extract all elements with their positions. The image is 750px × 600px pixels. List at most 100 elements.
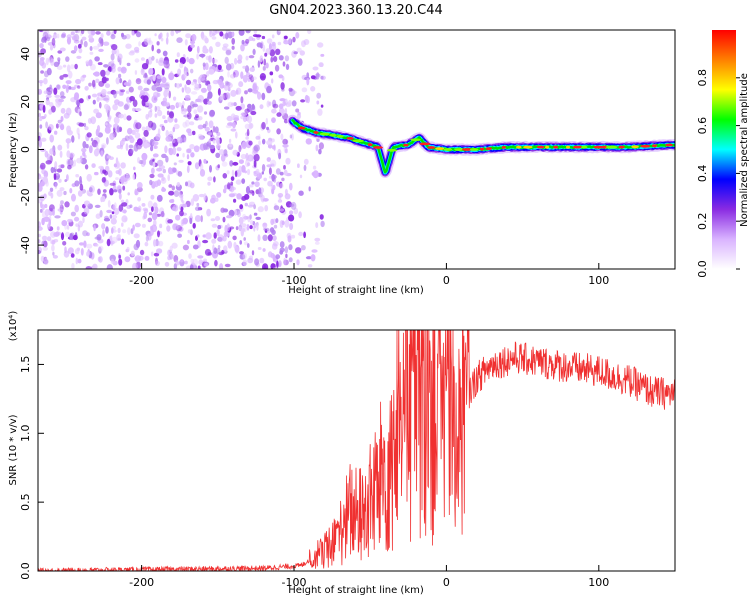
noise-blob (66, 150, 71, 158)
noise-blob (197, 265, 201, 269)
noise-blob (170, 30, 175, 37)
noise-blob (278, 103, 284, 109)
noise-blob (230, 128, 237, 132)
noise-blob (211, 36, 217, 40)
noise-blob (296, 113, 302, 120)
noise-blob (43, 258, 49, 266)
noise-blob (212, 57, 215, 64)
noise-blob (241, 178, 246, 184)
noise-blob (45, 121, 48, 129)
noise-blob (303, 158, 309, 165)
noise-blob (113, 30, 117, 35)
noise-blob (100, 195, 106, 202)
noise-blob (237, 210, 241, 218)
noise-blob (189, 144, 195, 150)
noise-blob (212, 139, 216, 144)
noise-blob (176, 153, 179, 157)
signal-hotspot (427, 146, 436, 149)
noise-blob (188, 253, 192, 259)
noise-blob (81, 36, 87, 41)
noise-blob (54, 130, 58, 135)
signal-hotspot (618, 145, 625, 149)
noise-blob (233, 241, 237, 249)
noise-blob (203, 111, 208, 115)
noise-blob (55, 84, 61, 90)
noise-blob (174, 30, 182, 33)
noise-blob (141, 126, 146, 131)
noise-blob (221, 161, 228, 167)
noise-blob (144, 255, 150, 261)
noise-blob (157, 230, 160, 238)
noise-blob (134, 207, 141, 212)
noise-blob (190, 44, 196, 48)
noise-blob (40, 70, 44, 74)
noise-blob (191, 91, 198, 95)
signal-hotspot (479, 147, 485, 151)
noise-blob (191, 130, 196, 136)
noise-blob (65, 56, 70, 62)
noise-blob (244, 108, 250, 114)
noise-blob (159, 57, 164, 63)
noise-blob (278, 195, 282, 200)
noise-blob (312, 66, 319, 71)
noise-blob (182, 100, 185, 107)
noise-blob (78, 122, 85, 127)
noise-blob (106, 238, 111, 247)
noise-blob (58, 122, 64, 128)
noise-blob (97, 43, 103, 47)
noise-blob (232, 121, 236, 129)
noise-blob (66, 174, 69, 182)
noise-blob (151, 212, 158, 221)
noise-blob (161, 153, 167, 159)
noise-blob (192, 194, 200, 202)
noise-blob (168, 184, 173, 188)
noise-blob (62, 74, 69, 78)
noise-blob (43, 77, 48, 85)
noise-blob (168, 130, 174, 137)
noise-blob (231, 45, 235, 50)
noise-blob (132, 99, 138, 107)
noise-blob (172, 204, 179, 212)
noise-blob (70, 211, 76, 217)
noise-blob (106, 264, 113, 269)
noise-blob (248, 184, 254, 188)
noise-blob (105, 226, 109, 234)
noise-blob (95, 213, 101, 219)
noise-blob (273, 205, 280, 211)
noise-blob (280, 133, 284, 141)
noise-blob (242, 259, 248, 267)
noise-blob (311, 249, 318, 253)
noise-blob (277, 199, 283, 203)
noise-blob (132, 262, 138, 269)
noise-blob (235, 105, 242, 111)
noise-blob (120, 162, 126, 169)
noise-blob (106, 30, 111, 36)
noise-blob (166, 66, 170, 70)
noise-blob (156, 167, 163, 172)
noise-blob (176, 52, 180, 58)
noise-blob (120, 89, 126, 93)
noise-blob (94, 204, 101, 208)
noise-blob (48, 109, 53, 115)
noise-blob (105, 70, 110, 76)
noise-blob (69, 188, 73, 194)
noise-blob (94, 171, 99, 176)
noise-blob (292, 36, 296, 43)
noise-blob (306, 77, 310, 86)
noise-blob (114, 99, 120, 105)
noise-blob (262, 66, 266, 71)
noise-blob (151, 184, 155, 188)
signal-hotspot (565, 145, 571, 149)
noise-blob (71, 262, 75, 269)
noise-blob (45, 180, 49, 187)
noise-blob (207, 84, 212, 92)
noise-blob (151, 206, 154, 213)
noise-blob (165, 136, 172, 142)
noise-blob (281, 177, 285, 182)
noise-blob (137, 85, 143, 91)
noise-blob (254, 181, 260, 188)
noise-blob (173, 223, 179, 230)
noise-blob (202, 123, 207, 129)
noise-blob (91, 93, 98, 98)
noise-blob (149, 179, 153, 186)
